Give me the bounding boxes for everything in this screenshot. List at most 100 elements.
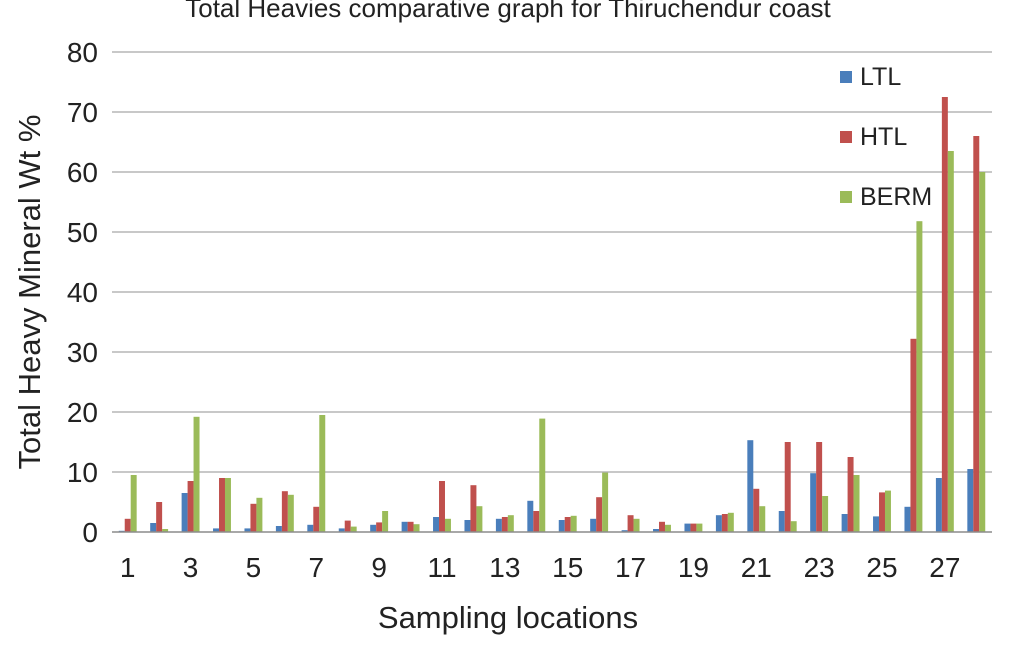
bar-htl-2 [156,502,163,532]
bar-berm-14 [539,418,546,532]
bar-htl-26 [910,338,917,532]
series-ltl [118,440,974,532]
bar-htl-11 [439,481,445,532]
bar-ltl-17 [621,530,628,532]
x-tick-label: 11 [427,552,456,583]
y-axis-ticks: 0 10 20 30 40 50 60 70 80 [67,37,98,548]
bar-ltl-26 [904,506,911,532]
bar-berm-20 [727,512,734,532]
legend-label-berm: BERM [860,182,933,211]
bar-ltl-13 [495,518,502,532]
bar-htl-6 [281,491,288,532]
bar-berm-22 [790,521,797,532]
x-axis-label: Sampling locations [377,600,639,635]
bar-berm-11 [444,518,451,532]
bar-berm-8 [350,526,357,532]
bar-htl-14 [533,511,540,532]
x-tick-label: 1 [120,552,136,583]
legend-label-ltl: LTL [860,62,902,91]
bar-berm-1 [130,475,137,532]
series-htl [124,97,980,532]
bar-ltl-9 [370,524,377,532]
bar-htl-24 [847,457,854,532]
bar-berm-23 [822,496,829,532]
y-tick-label: 0 [82,517,98,548]
bar-ltl-20 [715,515,722,532]
chart-title: Total Heavies comparative graph for Thir… [185,0,831,23]
bar-htl-4 [219,478,225,532]
bar-htl-1 [124,518,131,532]
x-axis-ticks: 1 3 5 7 9 11 13 15 17 19 21 23 25 27 [120,552,961,583]
bar-htl-9 [376,522,383,532]
bar-berm-9 [382,511,389,532]
bar-ltl-12 [464,520,471,532]
bar-htl-8 [344,520,351,532]
bar-berm-4 [224,478,231,532]
bar-ltl-11 [433,517,440,532]
bar-berm-16 [602,472,609,532]
bar-htl-23 [816,442,823,532]
legend-swatch-htl [840,131,852,143]
y-tick-label: 70 [67,97,98,128]
bar-htl-22 [784,442,791,532]
bar-ltl-15 [558,520,565,532]
bar-htl-18 [659,521,665,532]
bar-berm-18 [664,524,671,532]
x-tick-label: 19 [678,552,709,583]
bar-ltl-4 [213,528,220,532]
legend-item-htl: HTL [840,122,907,152]
bar-htl-27 [941,97,948,532]
bar-berm-24 [853,475,860,532]
bar-ltl-28 [967,469,974,532]
grid-lines [112,51,992,473]
legend-label-htl: HTL [860,122,908,151]
legend-item-ltl: LTL [840,62,901,92]
bar-ltl-10 [401,521,408,532]
x-tick-label: 7 [308,552,324,583]
bar-htl-17 [627,515,634,532]
bar-berm-17 [633,518,640,532]
bar-berm-7 [319,415,326,532]
bar-berm-10 [413,524,420,532]
y-tick-label: 60 [67,157,98,188]
y-tick-label: 10 [67,457,98,488]
bar-htl-13 [501,517,508,532]
bar-ltl-3 [181,493,188,532]
bar-ltl-8 [338,528,345,532]
x-tick-label: 13 [489,552,520,583]
y-tick-label: 30 [67,337,98,368]
bar-berm-6 [287,494,294,532]
bar-berm-12 [476,506,483,532]
bar-ltl-18 [653,529,660,532]
bar-berm-13 [507,515,514,532]
bar-berm-2 [162,529,169,532]
x-tick-label: 15 [552,552,583,583]
bar-ltl-14 [527,500,534,532]
bar-berm-15 [570,515,577,532]
x-tick-label: 25 [866,552,897,583]
x-tick-label: 3 [183,552,199,583]
bar-htl-28 [973,136,980,532]
bar-htl-19 [690,523,697,532]
legend-item-berm: BERM [840,182,932,212]
bar-ltl-6 [275,526,282,532]
series-berm [130,151,986,532]
y-axis-label: Total Heavy Mineral Wt % [12,114,47,470]
x-tick-label: 9 [371,552,387,583]
bar-ltl-24 [841,514,848,532]
y-tick-label: 40 [67,277,98,308]
bar-ltl-2 [150,523,157,532]
bar-ltl-16 [590,518,597,532]
bar-ltl-19 [684,523,691,532]
x-tick-label: 21 [741,552,772,583]
bar-htl-5 [250,503,257,532]
bar-berm-19 [696,523,703,532]
bar-htl-16 [596,497,603,532]
bar-htl-12 [470,485,477,532]
x-tick-label: 5 [246,552,262,583]
bar-ltl-7 [307,524,314,532]
x-tick-label: 17 [615,552,646,583]
bar-ltl-27 [935,478,942,532]
bar-berm-26 [916,221,923,532]
bar-htl-20 [721,514,728,532]
